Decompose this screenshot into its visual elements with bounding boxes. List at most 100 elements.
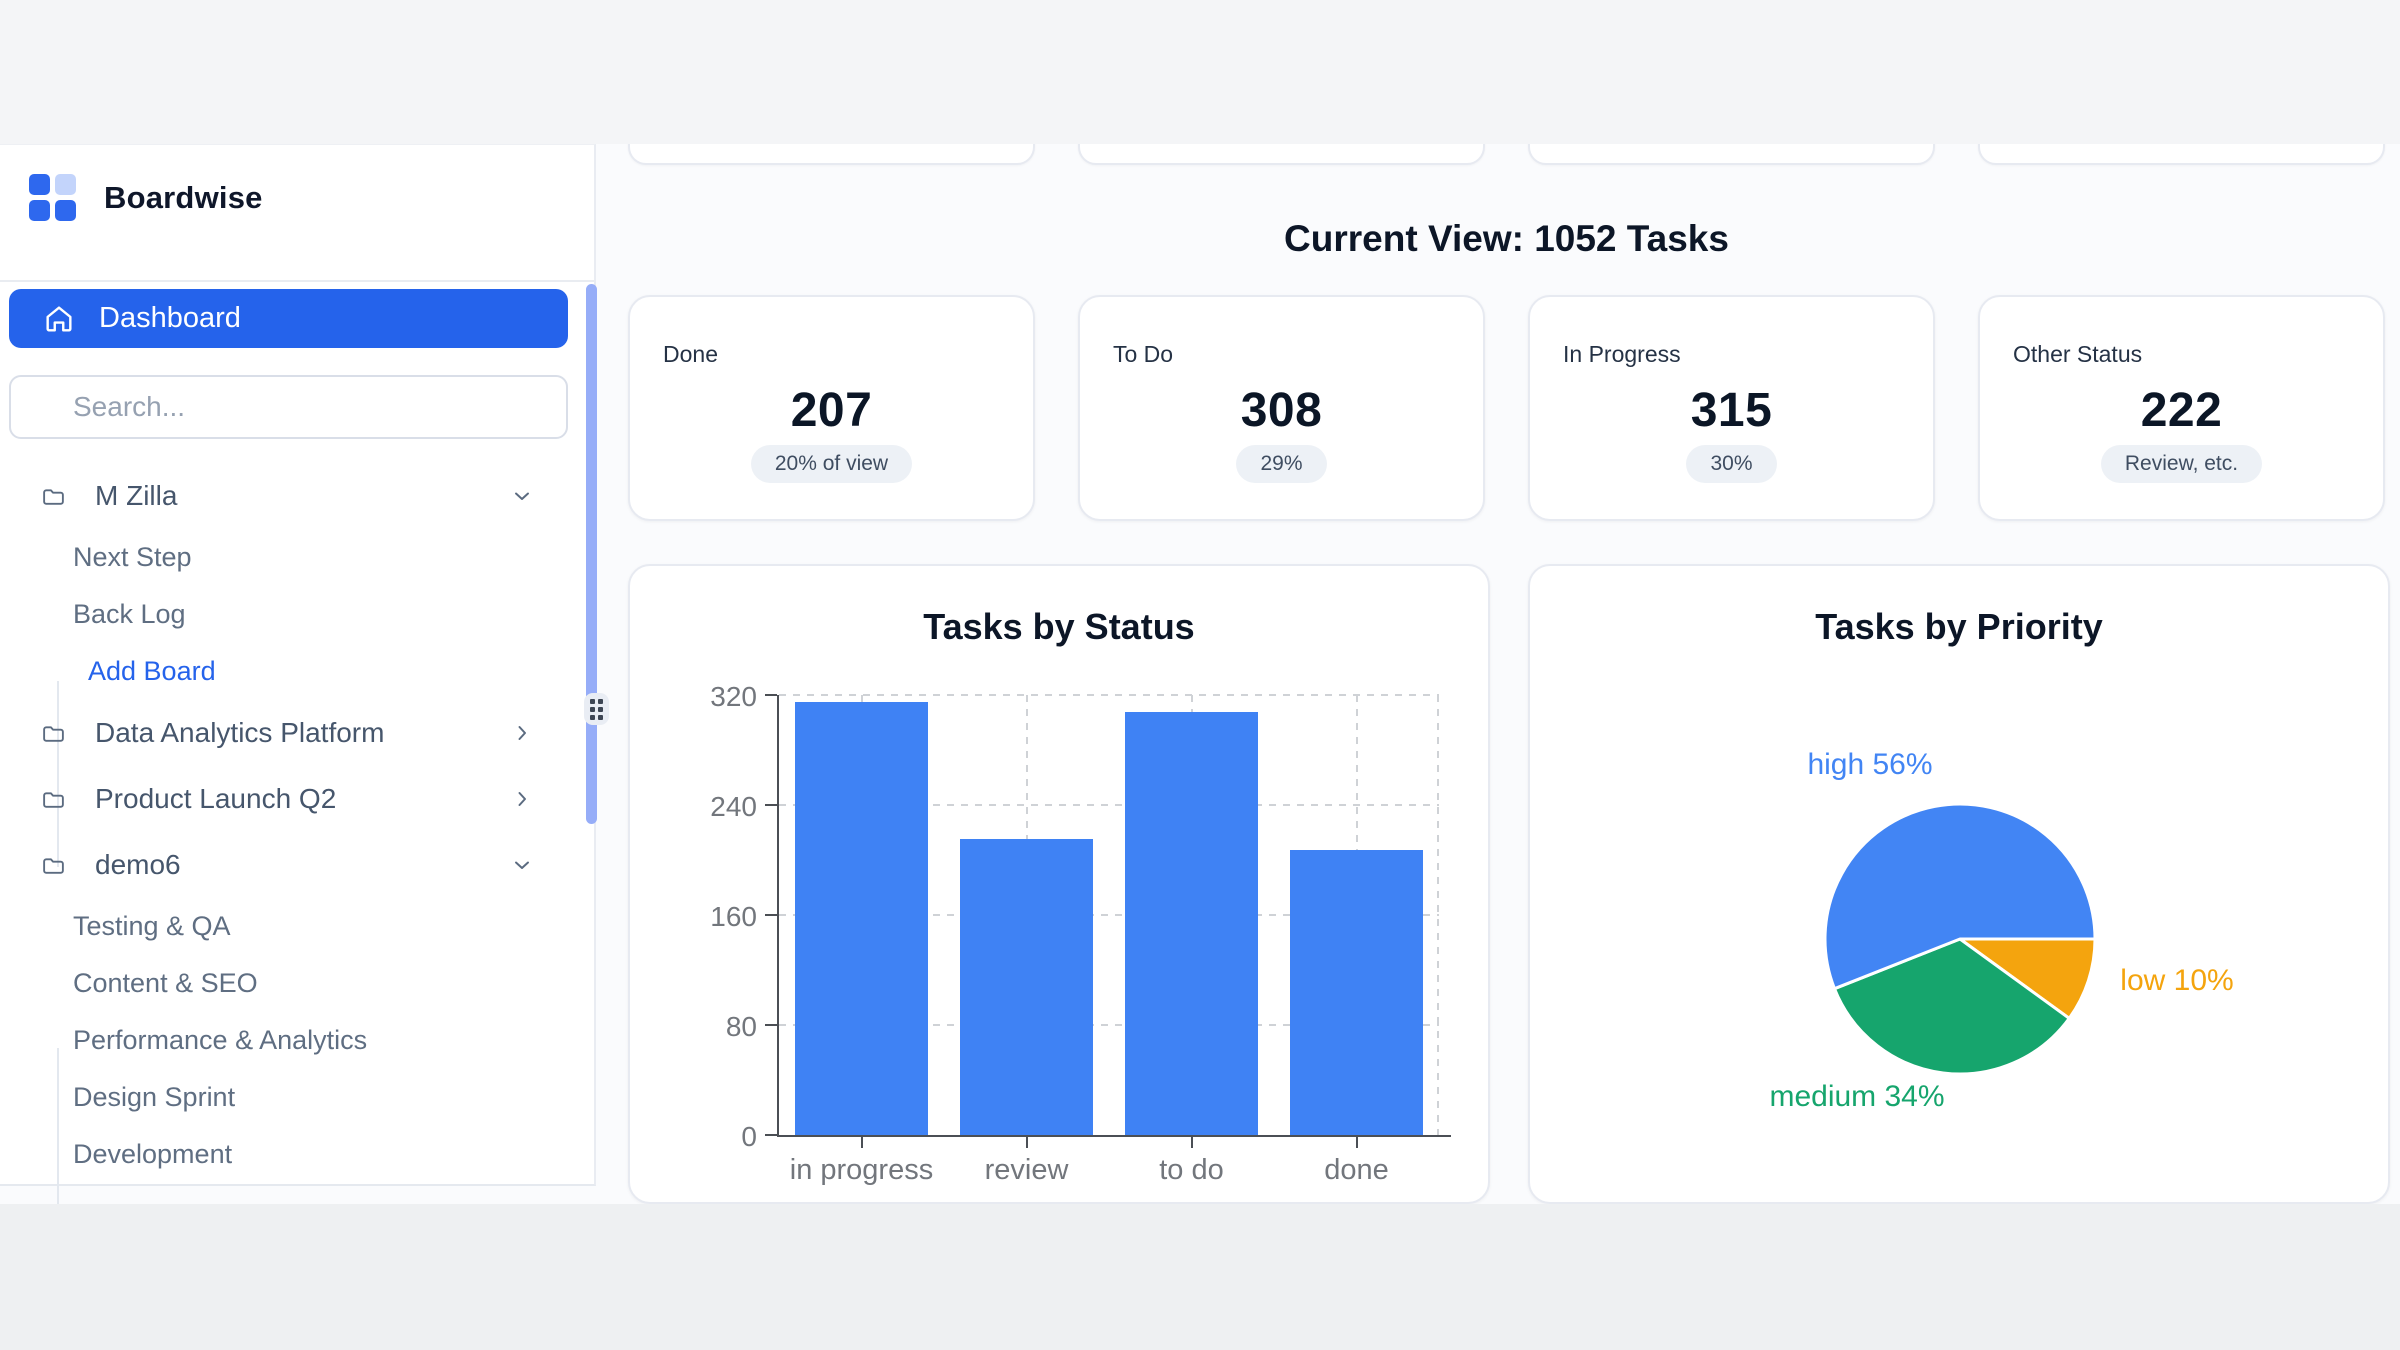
bar-in-progress: [795, 701, 928, 1135]
x-tick: [1190, 1137, 1193, 1148]
folder-icon: [41, 721, 66, 746]
bar-chart-title: Tasks by Status: [923, 606, 1195, 647]
sidebar-list-testing-qa[interactable]: Testing & QA: [73, 911, 231, 941]
stat-card-label: In Progress: [1563, 341, 1681, 367]
logo-square: [29, 200, 50, 221]
x-tick-label: to do: [1159, 1154, 1224, 1186]
logo-square: [55, 174, 76, 195]
sidebar-list-content-seo[interactable]: Content & SEO: [73, 968, 258, 998]
x-tick-label: review: [984, 1154, 1069, 1186]
stat-card-value: 308: [1240, 384, 1323, 437]
y-tick: [765, 914, 777, 916]
home-icon: [42, 302, 76, 336]
pie-label-high: high 56%: [1807, 748, 1933, 781]
gridline-v: [1437, 695, 1439, 1135]
stat-card: In Progress 315 30%: [1528, 295, 1935, 521]
chevron-down-icon[interactable]: [510, 853, 534, 877]
stat-card-label: Done: [663, 341, 718, 367]
y-tick: [765, 694, 777, 696]
y-tick-label: 80: [725, 1011, 757, 1042]
grip-dot: [598, 698, 603, 704]
gridline-h: [779, 694, 1439, 696]
stats-row: Done 207 20% of view To Do 308 29% In Progress…: [628, 295, 2385, 521]
tasks-by-status-card: Tasks by Status 0 80 160 240 320 in progress r…: [628, 564, 1490, 1204]
stat-card-label: To Do: [1113, 341, 1174, 367]
sidebar-board-data-analytics-platform[interactable]: Data Analytics Platform: [0, 700, 594, 766]
dashboard-button[interactable]: Dashboard: [9, 289, 568, 348]
sidebar-list-next-step[interactable]: Next Step: [73, 542, 192, 572]
sidebar-header: Boardwise: [0, 145, 594, 282]
y-tick-label: 160: [710, 901, 757, 932]
tasks-by-priority-card: Tasks by Priority low 10% medium 34% high …: [1528, 564, 2390, 1204]
sidebar-list-performance-analytics[interactable]: Performance & Analytics: [73, 1025, 368, 1055]
x-tick: [1025, 1137, 1028, 1148]
dashboard-button-label: Dashboard: [99, 302, 241, 334]
brand-title: Boardwise: [104, 180, 263, 215]
pie-chart-title: Tasks by Priority: [1815, 606, 2103, 647]
sidebar-board-demo6[interactable]: demo6: [0, 832, 594, 898]
chevron-right-icon[interactable]: [510, 721, 534, 745]
bar-to-do: [1125, 711, 1258, 1135]
gridline-h: [779, 804, 1439, 806]
sidebar-list-back-log[interactable]: Back Log: [73, 599, 186, 629]
sidebar-board-product-launch-q2[interactable]: Product Launch Q2: [0, 766, 594, 832]
bar-done: [1290, 850, 1423, 1135]
pie-slice-medium: [1832, 937, 2071, 1076]
stat-card: Done 207 20% of view: [628, 295, 1035, 521]
top-band: [0, 0, 2400, 144]
stat-badge-wrap: 29%: [1080, 445, 1483, 483]
chevron-down-icon[interactable]: [510, 484, 534, 508]
sidebar-board-label: Data Analytics Platform: [95, 717, 385, 748]
sidebar-board-label: Product Launch Q2: [95, 783, 337, 814]
sidebar-list-design-sprint[interactable]: Design Sprint: [73, 1082, 236, 1112]
pie-slice-low: [1958, 937, 2097, 1020]
page-title: Current View: 1052 Tasks: [1284, 218, 1729, 259]
gridline-h: [779, 914, 1439, 916]
sidebar-nav: M Zilla Next Step Back Log Add Board Data An…: [0, 463, 594, 1204]
indent-guide: [57, 681, 59, 867]
sidebar-board-label: demo6: [95, 849, 181, 880]
sidebar: Boardwise Dashboard M Zilla Next Step Back…: [0, 144, 596, 1204]
pie-slice-high: [1823, 802, 2097, 991]
search-input[interactable]: [9, 375, 568, 439]
folder-icon: [41, 484, 66, 509]
y-tick-label: 0: [741, 1121, 757, 1152]
x-tick-label: in progress: [789, 1154, 934, 1186]
stat-card-label: Other Status: [2013, 341, 2143, 367]
x-tick-label: done: [1324, 1154, 1389, 1186]
grip-dot: [590, 698, 595, 704]
chevron-right-icon[interactable]: [510, 787, 534, 811]
pie-label-low: low 10%: [2120, 964, 2234, 997]
folder-icon: [41, 853, 66, 878]
dashboard-app: Current View: 1052 Tasks Done 207 20% of v…: [0, 0, 2400, 1204]
sidebar-board-m-zilla[interactable]: M Zilla: [0, 463, 594, 529]
sidebar-board-label: M Zilla: [95, 480, 178, 511]
sidebar-scrollbar-thumb[interactable]: [586, 284, 597, 824]
stat-badge-wrap: 20% of view: [630, 445, 1033, 483]
sidebar-resize-grip[interactable]: [584, 693, 609, 725]
x-tick: [1355, 1137, 1358, 1148]
x-axis: [777, 1135, 1451, 1137]
sidebar-list-development[interactable]: Development: [73, 1139, 233, 1169]
folder-icon: [41, 787, 66, 812]
logo-square: [29, 174, 50, 195]
pie-chart: [1823, 802, 2097, 1076]
grip-dot: [598, 714, 603, 720]
grip-dot: [590, 706, 595, 712]
stat-card-value: 207: [790, 384, 873, 437]
x-tick: [860, 1137, 863, 1148]
stat-card: Other Status 222 Review, etc.: [1978, 295, 2385, 521]
bar-chart: 0 80 160 240 320 in progress review to do done: [710, 681, 1451, 1186]
stat-badge-wrap: Review, etc.: [1980, 445, 2383, 483]
stat-badge: 29%: [1236, 445, 1327, 483]
y-tick: [765, 804, 777, 806]
pie-label-medium: medium 34%: [1769, 1080, 1945, 1113]
stat-badge-wrap: 30%: [1530, 445, 1933, 483]
y-tick: [765, 1134, 777, 1136]
grip-dot: [590, 714, 595, 720]
stat-badge: 20% of view: [750, 445, 913, 483]
logo-square: [55, 200, 76, 221]
add-board-button[interactable]: Add Board: [88, 656, 216, 686]
y-tick-label: 320: [710, 681, 757, 712]
y-tick: [765, 1024, 777, 1026]
